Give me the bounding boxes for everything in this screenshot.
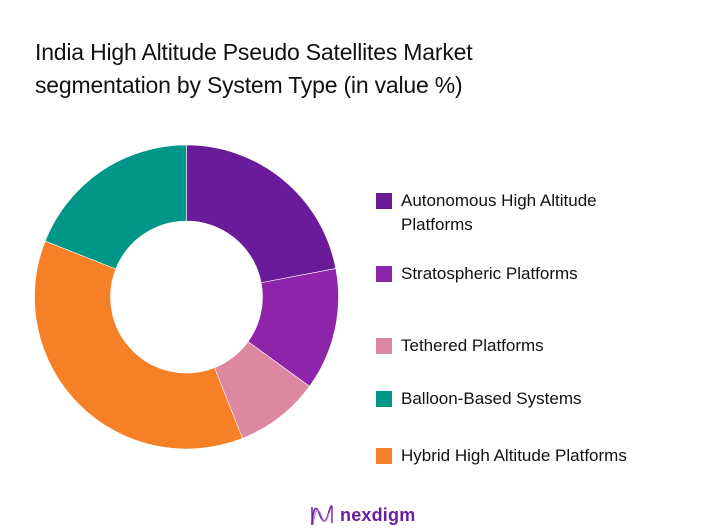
legend-label: Stratospheric Platforms [401,264,578,283]
legend-item-tethered: Tethered Platforms [376,334,671,358]
legend-label: Hybrid High Altitude Platforms [401,446,627,465]
chart-title-line-1: India High Altitude Pseudo Satellites Ma… [35,39,473,65]
legend-swatch [376,448,392,464]
legend-label: Balloon-Based Systems [401,389,582,408]
legend-swatch [376,391,392,407]
donut-slice-autonomous-high-altitude-platforms [186,144,337,284]
legend-item-autonomous: Autonomous High Altitude Platforms [376,189,651,237]
chart-title-line-2: segmentation by System Type (in value %) [35,72,463,98]
donut-slice-hybrid-high-altitude-platforms [34,240,243,450]
legend-label: Tethered Platforms [401,336,544,355]
legend-item-hybrid: Hybrid High Altitude Platforms [376,444,671,468]
legend-swatch [376,193,392,209]
legend-swatch [376,338,392,354]
chart-title: India High Altitude Pseudo Satellites Ma… [35,36,675,102]
legend-item-balloon: Balloon-Based Systems [376,387,671,411]
logo-text: nexdigm [340,504,416,525]
legend-item-stratospheric: Stratospheric Platforms [376,262,671,286]
nexdigm-wave-icon [311,505,333,526]
legend-label: Autonomous High Altitude Platforms [401,191,597,234]
donut-slice-balloon-based-systems [44,144,187,270]
legend-swatch [376,266,392,282]
nexdigm-logo: nexdigm [310,503,415,527]
